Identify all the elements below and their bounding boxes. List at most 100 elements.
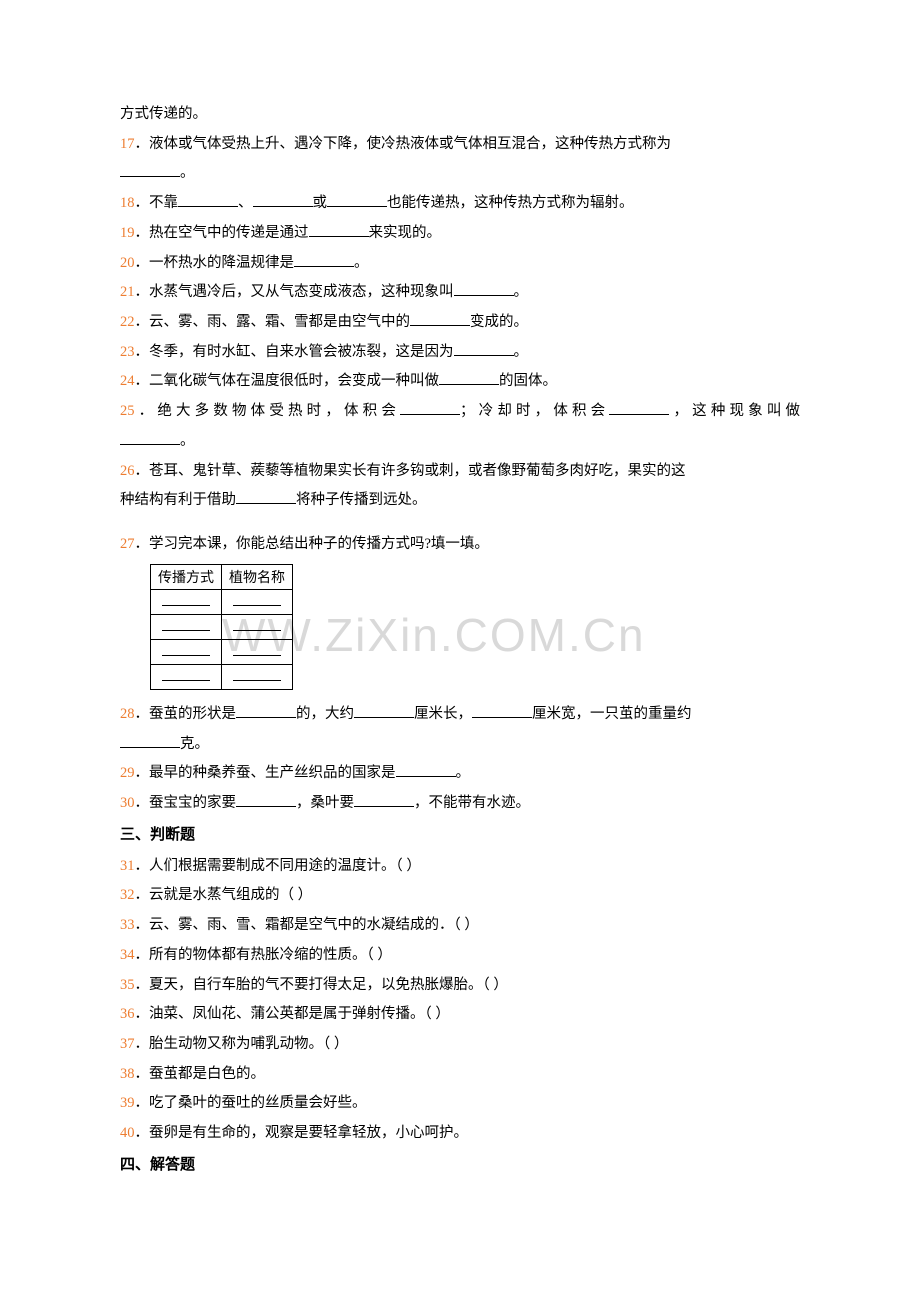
question-text: 的，大约 xyxy=(296,706,354,722)
question-35: 35．夏天，自行车胎的气不要打得太足，以免热胀爆胎。（ ） xyxy=(120,971,800,1001)
question-number: 27 xyxy=(120,536,135,552)
question-text: 。 xyxy=(180,165,195,181)
question-text: 来实现的。 xyxy=(369,225,442,241)
fill-blank xyxy=(236,791,296,807)
question-number: 23 xyxy=(120,344,135,360)
question-text: ．油菜、凤仙花、蒲公英都是属于弹射传播。（ ） xyxy=(135,1006,450,1022)
fill-blank xyxy=(327,192,387,208)
table-header-cell: 植物名称 xyxy=(222,564,293,589)
question-number: 29 xyxy=(120,765,135,781)
question-27: 27．学习完本课，你能总结出种子的传播方式吗?填一填。 xyxy=(120,530,800,560)
question-text: 也能传递热，这种传热方式称为辐射。 xyxy=(387,195,634,211)
question-number: 33 xyxy=(120,917,135,933)
question-text: ．胎生动物又称为哺乳动物。（ ） xyxy=(135,1036,349,1052)
question-text: ．蚕宝宝的家要 xyxy=(135,795,237,811)
question-text: 克。 xyxy=(180,736,209,752)
fill-blank xyxy=(396,762,456,778)
table-cell xyxy=(222,639,293,664)
question-text: 厘米长， xyxy=(414,706,472,722)
question-text: 。 xyxy=(514,284,529,300)
table-row xyxy=(151,639,293,664)
question-number: 22 xyxy=(120,314,135,330)
question-number: 37 xyxy=(120,1036,135,1052)
question-37: 37．胎生动物又称为哺乳动物。（ ） xyxy=(120,1030,800,1060)
question-text: ，桑叶要 xyxy=(296,795,354,811)
question-number: 40 xyxy=(120,1125,135,1141)
question-number: 35 xyxy=(120,977,135,993)
question-text: ．学习完本课，你能总结出种子的传播方式吗?填一填。 xyxy=(135,536,489,552)
question-number: 20 xyxy=(120,255,135,271)
question-text: ．云、雾、雨、露、霜、雪都是由空气中的 xyxy=(135,314,411,330)
fill-blank xyxy=(162,667,210,681)
fill-blank xyxy=(454,340,514,356)
question-number: 28 xyxy=(120,706,135,722)
question-27-table: 传播方式 植物名称 xyxy=(150,564,293,690)
table-cell xyxy=(222,664,293,689)
question-number: 34 xyxy=(120,947,135,963)
fill-blank xyxy=(120,732,180,748)
fill-blank xyxy=(162,592,210,606)
question-text: ．二氧化碳气体在温度很低时，会变成一种叫做 xyxy=(135,373,440,389)
fill-blank xyxy=(120,429,180,445)
fill-blank xyxy=(233,642,281,656)
question-17: 17．液体或气体受热上升、遇冷下降，使冷热液体或气体相互混合，这种传热方式称为 xyxy=(120,130,800,160)
question-text: ；冷却时，体积会 xyxy=(460,403,609,419)
question-24: 24．二氧化碳气体在温度很低时，会变成一种叫做 的固体。 xyxy=(120,367,800,397)
question-34: 34．所有的物体都有热胀冷缩的性质。（ ） xyxy=(120,941,800,971)
fill-blank xyxy=(309,221,369,237)
fill-blank xyxy=(253,192,313,208)
fill-blank xyxy=(354,702,414,718)
question-number: 26 xyxy=(120,463,135,479)
fill-blank xyxy=(439,370,499,386)
table-cell xyxy=(151,664,222,689)
question-number: 24 xyxy=(120,373,135,389)
question-number: 17 xyxy=(120,136,135,152)
question-36: 36．油菜、凤仙花、蒲公英都是属于弹射传播。（ ） xyxy=(120,1000,800,1030)
fill-blank xyxy=(233,617,281,631)
question-text: ．不靠 xyxy=(135,195,179,211)
table-cell xyxy=(222,589,293,614)
question-text: ．蚕卵是有生命的，观察是要轻拿轻放，小心呵护。 xyxy=(135,1125,469,1141)
question-text: 种结构有利于借助 xyxy=(120,492,236,508)
fill-blank xyxy=(162,617,210,631)
question-22: 22．云、雾、雨、露、霜、雪都是由空气中的变成的。 xyxy=(120,308,800,338)
question-text: ．所有的物体都有热胀冷缩的性质。（ ） xyxy=(135,947,392,963)
question-39: 39．吃了桑叶的蚕吐的丝质量会好些。 xyxy=(120,1089,800,1119)
question-number: 32 xyxy=(120,887,135,903)
question-text: ．云就是水蒸气组成的（ ） xyxy=(135,887,313,903)
fill-blank xyxy=(400,400,460,416)
table-cell xyxy=(222,614,293,639)
question-text: ，不能带有水迹。 xyxy=(414,795,530,811)
question-20: 20．一杯热水的降温规律是。 xyxy=(120,249,800,279)
question-text: ．蚕茧都是白色的。 xyxy=(135,1066,266,1082)
question-text: ．绝大多数物体受热时，体积会 xyxy=(135,403,401,419)
question-29: 29．最早的种桑养蚕、生产丝织品的国家是。 xyxy=(120,759,800,789)
question-text: 的固体。 xyxy=(499,373,557,389)
question-31: 31．人们根据需要制成不同用途的温度计。（ ） xyxy=(120,852,800,882)
question-text: ．冬季，有时水缸、自来水管会被冻裂，这是因为 xyxy=(135,344,454,360)
question-21: 21．水蒸气遇冷后，又从气态变成液态，这种现象叫。 xyxy=(120,278,800,308)
table-row xyxy=(151,589,293,614)
question-17-cont: 。 xyxy=(120,159,800,189)
question-number: 25 xyxy=(120,403,135,419)
fill-blank xyxy=(236,702,296,718)
table-header-row: 传播方式 植物名称 xyxy=(151,564,293,589)
question-text: ．液体或气体受热上升、遇冷下降，使冷热液体或气体相互混合，这种传热方式称为 xyxy=(135,136,672,152)
question-18: 18．不靠、或也能传递热，这种传热方式称为辐射。 xyxy=(120,189,800,219)
fill-blank xyxy=(120,162,180,178)
question-19: 19．热在空气中的传递是通过来实现的。 xyxy=(120,219,800,249)
question-40: 40．蚕卵是有生命的，观察是要轻拿轻放，小心呵护。 xyxy=(120,1119,800,1149)
fill-blank xyxy=(472,702,532,718)
question-text: 将种子传播到远处。 xyxy=(296,492,427,508)
fill-blank xyxy=(354,791,414,807)
question-32: 32．云就是水蒸气组成的（ ） xyxy=(120,881,800,911)
question-text: ．最早的种桑养蚕、生产丝织品的国家是 xyxy=(135,765,396,781)
question-number: 31 xyxy=(120,858,135,874)
question-text: ，这种现象叫做 xyxy=(669,403,800,419)
question-26: 26．苍耳、鬼针草、蒺藜等植物果实长有许多钩或刺，或者像野葡萄多肉好吃，果实的这 xyxy=(120,457,800,487)
fill-blank xyxy=(236,489,296,505)
question-number: 18 xyxy=(120,195,135,211)
question-25-cont: 。 xyxy=(120,427,800,457)
question-text: ．水蒸气遇冷后，又从气态变成液态，这种现象叫 xyxy=(135,284,454,300)
table-cell xyxy=(151,589,222,614)
